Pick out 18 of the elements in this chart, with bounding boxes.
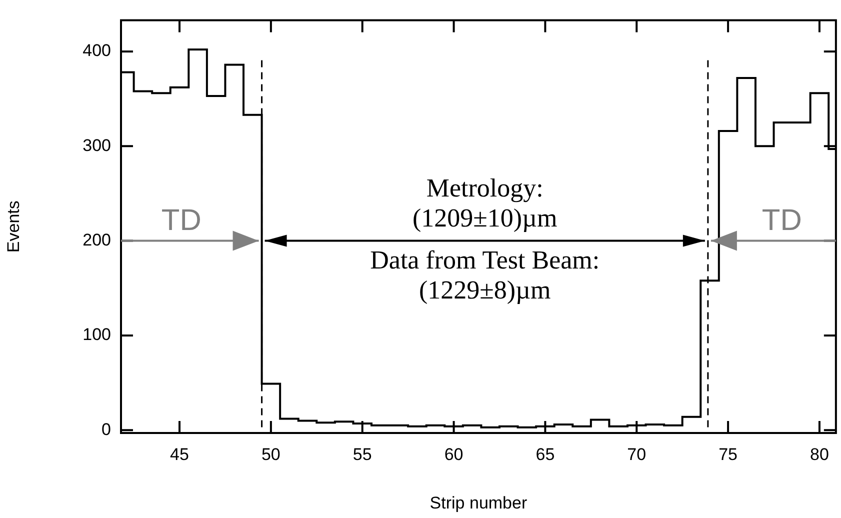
annotation: Metrology: (1209±10)µm Data from Test Beam: (1229±8)µm [370,174,600,305]
y-tick-label: 400 [82,41,111,60]
x-tick-label: 75 [718,444,738,464]
y-tick-label: 100 [82,325,111,344]
x-tick-label: 80 [810,444,829,464]
x-tick-label: 65 [536,444,555,464]
y-axis-title: Events [4,200,23,253]
x-tick-label: 45 [170,444,189,464]
annotation: TD [762,204,802,238]
x-tick-label: 60 [444,444,464,464]
annotation: TD [161,204,202,238]
x-tick-label: 70 [627,444,646,464]
y-tick-label: 300 [82,136,111,155]
y-tick-label: 0 [102,420,111,439]
x-axis-title: Strip number [430,493,528,512]
y-tick-label: 200 [82,230,111,250]
x-tick-label: 55 [352,444,372,464]
x-tick-label: 50 [261,444,280,464]
